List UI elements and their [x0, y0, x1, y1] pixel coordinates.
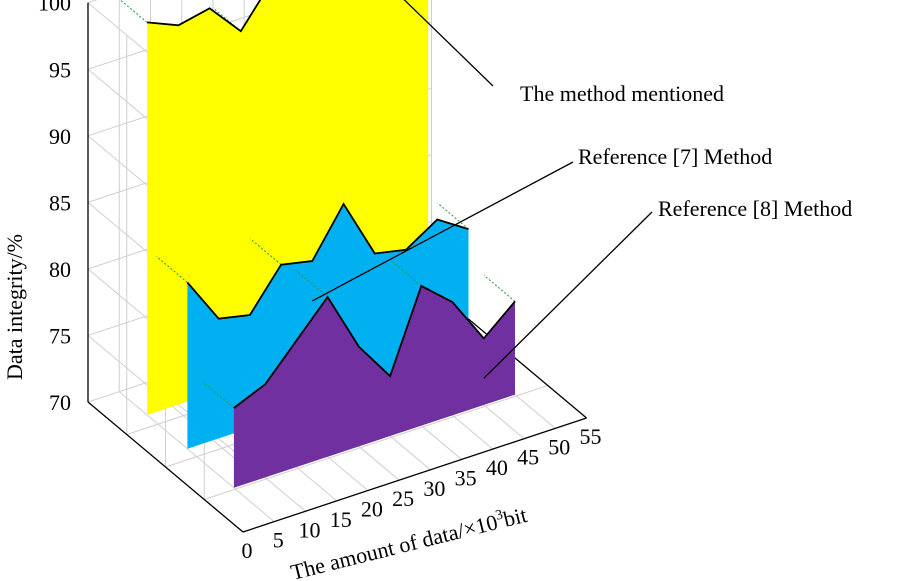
depth-guide — [389, 259, 422, 287]
ticks: 70 75 80 85 90 95 100 0 5 10 15 20 25 30 35 40 45 50 55 — [38, 0, 602, 563]
depth-guide — [296, 270, 328, 298]
series-area — [233, 285, 515, 488]
legend-label: The method mentioned — [520, 81, 724, 106]
depth-guide — [437, 202, 469, 230]
y-tick-label: 95 — [49, 57, 71, 82]
x-tick-label: 10 — [298, 517, 320, 542]
x-tick-label: 20 — [361, 497, 383, 522]
x-tick-label: 15 — [330, 507, 352, 532]
legend-leader — [483, 211, 653, 379]
x-tick-label: 5 — [273, 528, 284, 553]
y-tick-label: 100 — [38, 0, 71, 16]
x-tick-label: 40 — [486, 455, 508, 480]
x-axis-line — [242, 417, 587, 533]
x-axis-label-exponent: 3 — [494, 508, 504, 524]
series-line — [147, 0, 262, 33]
x-axis-label: The amount of data/×103bit — [288, 502, 529, 581]
x-tick-label: 55 — [580, 424, 602, 449]
y-tick-label: 80 — [49, 257, 71, 282]
series-layer — [119, 0, 516, 488]
series-line — [186, 202, 469, 320]
y-axis-label: Data integrity/% — [2, 234, 27, 380]
depth-guide — [483, 274, 516, 302]
x-tick-label: 45 — [517, 445, 539, 470]
x-tick-label: 0 — [242, 538, 253, 563]
legend-leader — [403, 0, 494, 87]
annotations: The method mentioned Reference [7] Method… — [312, 0, 852, 379]
series-line — [233, 284, 516, 409]
x-tick-label: 35 — [455, 465, 477, 490]
x-tick-label: 25 — [392, 486, 414, 511]
legend-label: Reference [7] Method — [578, 144, 772, 169]
legend-leader — [312, 161, 574, 302]
x-tick-label: 50 — [548, 434, 570, 459]
depth-guide — [202, 381, 235, 409]
grid-floor-h-0 — [204, 385, 548, 500]
y-tick-label: 70 — [49, 390, 71, 415]
series-3 — [202, 259, 516, 488]
depth-axis-line — [87, 401, 244, 533]
legend-label: Reference [8] Method — [658, 196, 852, 221]
y-tick-label: 75 — [49, 323, 71, 348]
depth-guide — [156, 256, 188, 283]
x-tick-label: 30 — [423, 476, 445, 501]
y-tick-label: 85 — [49, 190, 71, 215]
x-axis-label-suffix: bit — [501, 502, 530, 532]
depth-guide — [249, 238, 282, 266]
depth-guide — [119, 0, 148, 23]
y-tick-label: 90 — [49, 124, 71, 149]
